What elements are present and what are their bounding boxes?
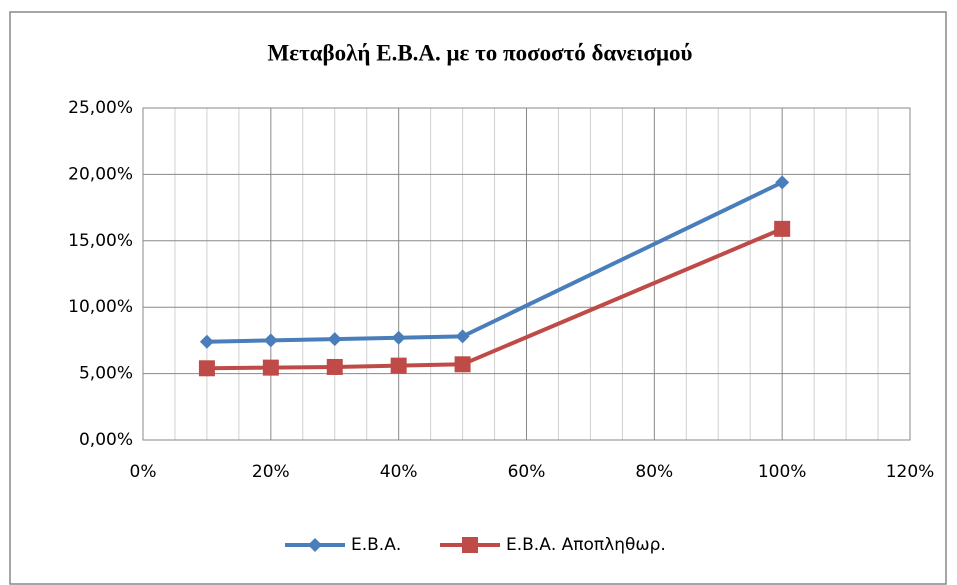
y-tick-label: 5,00% [79, 364, 133, 384]
x-tick-label: 120% [886, 462, 935, 482]
point [327, 332, 342, 347]
chart-title: Μεταβολή Ε.Β.Α. με το ποσοστό δανεισμού [268, 40, 693, 65]
legend-label: Ε.Β.Α. Αποπληθωρ. [506, 535, 666, 555]
point [390, 357, 407, 374]
y-tick-label: 25,00% [68, 98, 133, 118]
point [775, 175, 790, 190]
y-tick-label: 0,00% [79, 430, 133, 450]
point [326, 358, 343, 375]
x-tick-label: 60% [508, 462, 546, 482]
y-tick-label: 15,00% [68, 231, 133, 251]
series-line [206, 180, 784, 344]
legend-marker [462, 537, 478, 553]
point [199, 334, 214, 349]
point [262, 359, 279, 376]
point [198, 360, 215, 377]
x-tick-label: 100% [758, 462, 807, 482]
x-tick-label: 40% [380, 462, 418, 482]
point [454, 356, 471, 373]
point [774, 220, 791, 237]
legend-label: Ε.Β.Α. [351, 535, 401, 555]
x-tick-label: 80% [635, 462, 673, 482]
legend-marker [308, 538, 322, 552]
y-tick-label: 20,00% [68, 164, 133, 184]
y-tick-label: 10,00% [68, 297, 133, 317]
x-tick-label: 0% [130, 462, 157, 482]
x-tick-label: 20% [252, 462, 290, 482]
point [263, 333, 278, 348]
point [455, 329, 470, 344]
series-line [206, 227, 783, 371]
point [391, 330, 406, 345]
